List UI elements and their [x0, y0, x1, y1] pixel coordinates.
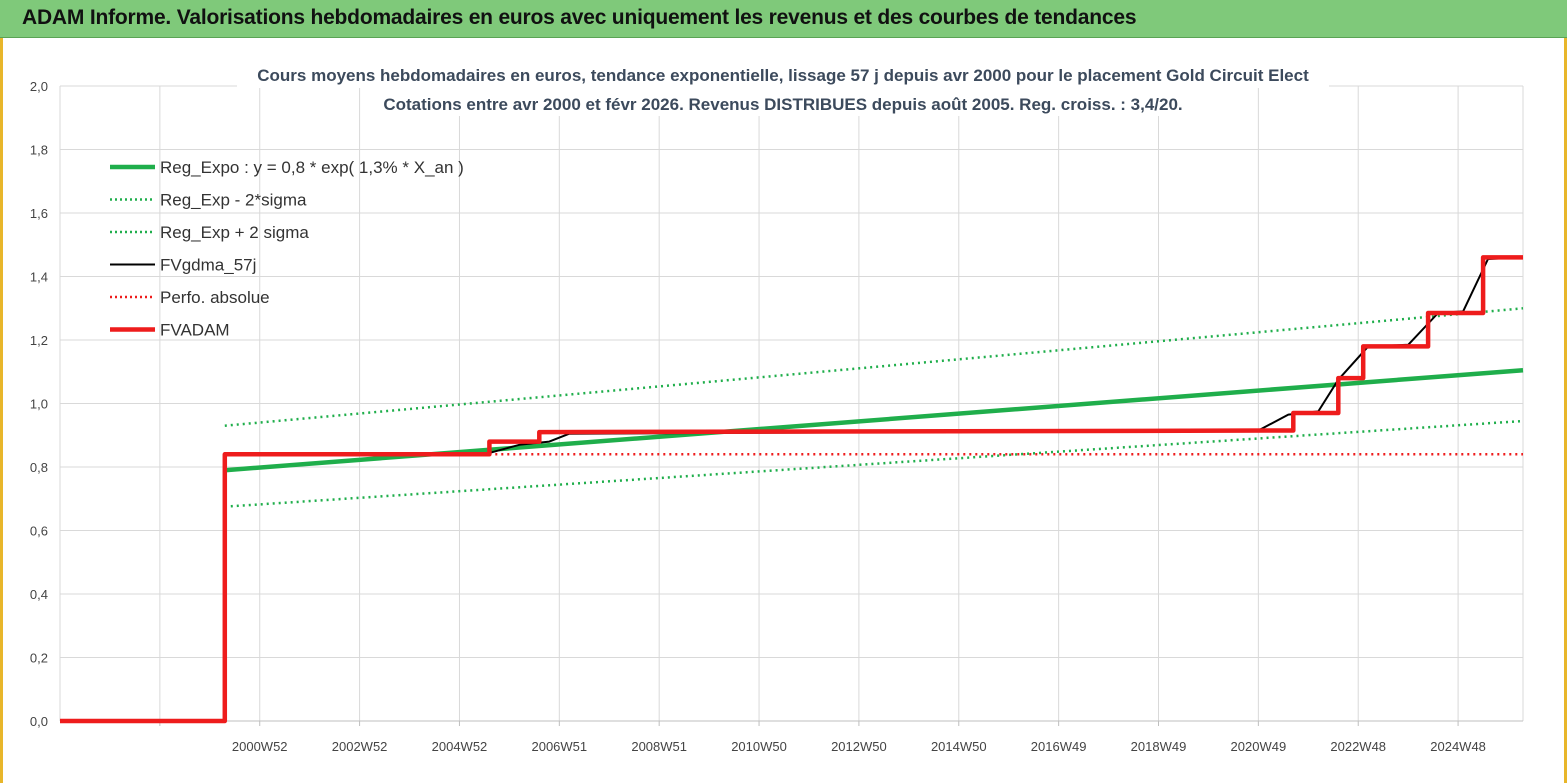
legend: Reg_Expo : y = 0,8 * exp( 1,3% * X_an ) R… — [110, 158, 464, 340]
x-tick-label: 2008W51 — [631, 739, 687, 754]
x-tick-label: 2012W50 — [831, 739, 887, 754]
x-tick-label: 2006W51 — [531, 739, 587, 754]
legend-entry-2: Reg_Exp + 2 sigma — [160, 223, 309, 242]
x-tick-label: 2002W52 — [332, 739, 388, 754]
grid — [59, 85, 1524, 726]
y-tick-label: 2,0 — [30, 79, 48, 94]
x-tick-label: 2010W50 — [731, 739, 787, 754]
series-group — [60, 255, 1524, 724]
y-tick-label: 0,0 — [30, 714, 48, 729]
x-tick-label: 2024W48 — [1430, 739, 1486, 754]
y-tick-label: 1,0 — [30, 397, 48, 412]
legend-entry-3: FVgdma_57j — [160, 256, 256, 275]
x-tick-label: 2014W50 — [931, 739, 987, 754]
chart: 0,0 0,2 0,4 0,6 0,8 1,0 1,2 1,4 1,6 1,8 2,0 2000W5… — [30, 60, 1524, 754]
x-tick-label: 2018W49 — [1131, 739, 1187, 754]
y-tick-label: 1,8 — [30, 143, 48, 158]
legend-entry-5: FVADAM — [160, 321, 230, 340]
series-line-0 — [224, 419, 1524, 508]
y-axis: 0,0 0,2 0,4 0,6 0,8 1,0 1,2 1,4 1,6 1,8 2,0 — [30, 79, 48, 729]
legend-entry-4: Perfo. absolue — [160, 288, 270, 307]
x-tick-label: 2004W52 — [432, 739, 488, 754]
y-tick-label: 1,4 — [30, 270, 48, 285]
x-tick-label: 2000W52 — [232, 739, 288, 754]
series-line-5 — [60, 255, 1523, 724]
x-tick-label: 2022W48 — [1330, 739, 1386, 754]
legend-entry-1: Reg_Exp - 2*sigma — [160, 191, 307, 210]
page-title: ADAM Informe. Valorisations hebdomadaire… — [22, 6, 1137, 29]
chart-title-line-2: Cotations entre avr 2000 et févr 2026. R… — [383, 95, 1182, 114]
y-tick-label: 0,2 — [30, 651, 48, 666]
y-tick-label: 0,6 — [30, 524, 48, 539]
y-tick-label: 1,6 — [30, 206, 48, 221]
series-line-3 — [60, 453, 1523, 723]
chart-title: Cours moyens hebdomadaires en euros, ten… — [237, 60, 1329, 116]
y-tick-label: 1,2 — [30, 333, 48, 348]
x-axis: 2000W52 2002W52 2004W52 2006W51 2008W51 2010W… — [232, 739, 1486, 754]
y-tick-label: 0,8 — [30, 460, 48, 475]
y-tick-label: 0,4 — [30, 587, 48, 602]
chart-title-line-1: Cours moyens hebdomadaires en euros, ten… — [257, 66, 1309, 85]
x-tick-label: 2016W49 — [1031, 739, 1087, 754]
series-line-4 — [60, 256, 1524, 722]
chart-frame: 0,0 0,2 0,4 0,6 0,8 1,0 1,2 1,4 1,6 1,8 2,0 2000W5… — [0, 38, 1567, 783]
x-tick-label: 2020W49 — [1231, 739, 1287, 754]
series-line-1 — [224, 307, 1524, 427]
header-bar: ADAM Informe. Valorisations hebdomadaire… — [0, 0, 1567, 38]
legend-entry-0: Reg_Expo : y = 0,8 * exp( 1,3% * X_an ) — [160, 158, 464, 177]
